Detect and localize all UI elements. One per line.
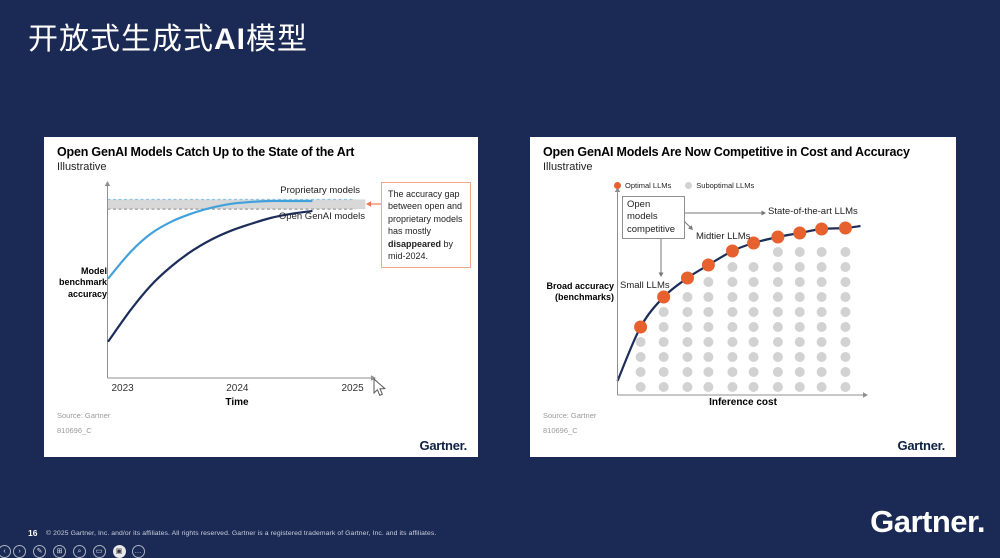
right-x-axis-label: Inference cost (709, 397, 777, 408)
curve-open-genai (107, 209, 313, 343)
optimal-dot-icon (614, 182, 621, 189)
suboptimal-dot-icon (685, 182, 693, 189)
left-doc-id: 810696_C (57, 426, 92, 435)
presenter-toolbar[interactable]: ‹ › ✎ ⊞ ⌕ ▭ ▣ … (0, 543, 220, 558)
accuracy-gap-callout: The accuracy gap between open and propri… (381, 182, 471, 269)
optimal-dot-7 (793, 226, 807, 240)
left-chart-card: Open GenAI Models Catch Up to the State … (44, 137, 478, 457)
mouse-cursor (373, 378, 387, 397)
right-doc-id: 810696_C (543, 426, 578, 435)
right-source-line: Source: Gartner (543, 411, 597, 420)
series-label-open-genai: Open GenAI models (278, 211, 365, 222)
previous-slide-icon[interactable]: ‹ (0, 545, 11, 558)
optimal-dot-3 (701, 258, 715, 272)
left-chart-subtitle: Illustrative (57, 161, 107, 173)
callout-bold-text: disappeared (388, 238, 442, 249)
more-options-icon[interactable]: … (131, 545, 145, 558)
x-tick-2025: 2025 (341, 383, 364, 394)
optimal-dot-4 (725, 244, 739, 258)
captions-icon[interactable]: ▭ (92, 545, 106, 558)
x-axis-arrowhead (863, 392, 868, 398)
copyright-text: © 2025 Gartner, Inc. and/or its affiliat… (46, 530, 437, 537)
optimal-dot-0 (634, 320, 648, 334)
page-number: 16 (28, 528, 38, 538)
slide-title-ai: AI (214, 23, 246, 56)
arrow-to-midtier (683, 220, 691, 228)
right-chart-card: Open GenAI Models Are Now Competitive in… (530, 137, 956, 457)
right-chart-title: Open GenAI Models Are Now Competitive in… (543, 145, 910, 159)
zoom-magnifier-icon[interactable]: ⌕ (73, 545, 86, 558)
left-chart-title: Open GenAI Models Catch Up to the State … (57, 145, 355, 159)
callout-text-after: by mid-2024. (388, 238, 454, 262)
callout-arrowhead (366, 201, 371, 207)
accuracy-gap-band (107, 199, 366, 210)
legend-item-suboptimal: Suboptimal LLMs (685, 181, 754, 190)
gartner-card-logo: Gartner. (419, 438, 468, 453)
optimal-llm-dots (634, 221, 852, 334)
pen-tool-icon[interactable]: ✎ (33, 545, 46, 558)
gartner-brand-logo: Gartner. (870, 504, 985, 539)
small-llms-arrowhead (658, 272, 664, 277)
midtier-arrowhead (688, 225, 693, 230)
optimal-dot-1 (657, 290, 671, 304)
series-label-proprietary: Proprietary models (280, 185, 360, 196)
legend-item-optimal: Optimal LLMs (614, 181, 671, 190)
optimal-dot-9 (838, 221, 852, 235)
camera-icon[interactable]: ▣ (112, 545, 126, 558)
sota-arrowhead (761, 210, 766, 216)
left-chart-canvas (104, 181, 381, 381)
slide-title-suffix: 模型 (246, 23, 308, 56)
y-axis-arrowhead (104, 181, 111, 186)
optimal-dot-2 (680, 271, 694, 285)
callout-text: The accuracy gap between open and propri… (388, 189, 463, 237)
label-small-llms: Small LLMs (620, 280, 670, 291)
right-chart-canvas (614, 187, 868, 398)
left-y-axis-label: Model benchmark accuracy (58, 266, 107, 299)
legend-label-suboptimal: Suboptimal LLMs (696, 181, 755, 190)
label-midtier-llms: Midtier LLMs (696, 231, 751, 242)
all-slides-grid-icon[interactable]: ⊞ (53, 545, 66, 558)
optimal-dot-8 (815, 222, 829, 236)
slide-title: 开放式生成式AI模型 (28, 14, 308, 58)
right-y-axis-label: Broad accuracy (benchmarks) (546, 281, 614, 303)
x-tick-2023: 2023 (111, 383, 134, 394)
label-state-of-the-art-llms: State-of-the-art LLMs (768, 206, 858, 217)
curve-proprietary (107, 199, 313, 280)
llm-legend: Optimal LLMs Suboptimal LLMs (614, 181, 754, 190)
x-tick-2024: 2024 (226, 383, 249, 394)
optimal-dot-6 (771, 230, 785, 244)
open-models-competitive-box: Open models competitive (622, 196, 685, 240)
gartner-card-logo: Gartner. (897, 438, 946, 453)
right-chart-subtitle: Illustrative (543, 161, 593, 173)
left-source-line: Source: Gartner (57, 411, 111, 420)
slide-title-prefix: 开放式生成式 (28, 23, 214, 56)
next-slide-icon[interactable]: › (13, 545, 26, 558)
y-axis-arrowhead (614, 187, 621, 192)
suboptimal-llm-dots (635, 247, 851, 392)
optimal-dot-5 (747, 236, 761, 250)
left-x-axis-label: Time (225, 397, 249, 408)
legend-label-optimal: Optimal LLMs (625, 181, 672, 190)
